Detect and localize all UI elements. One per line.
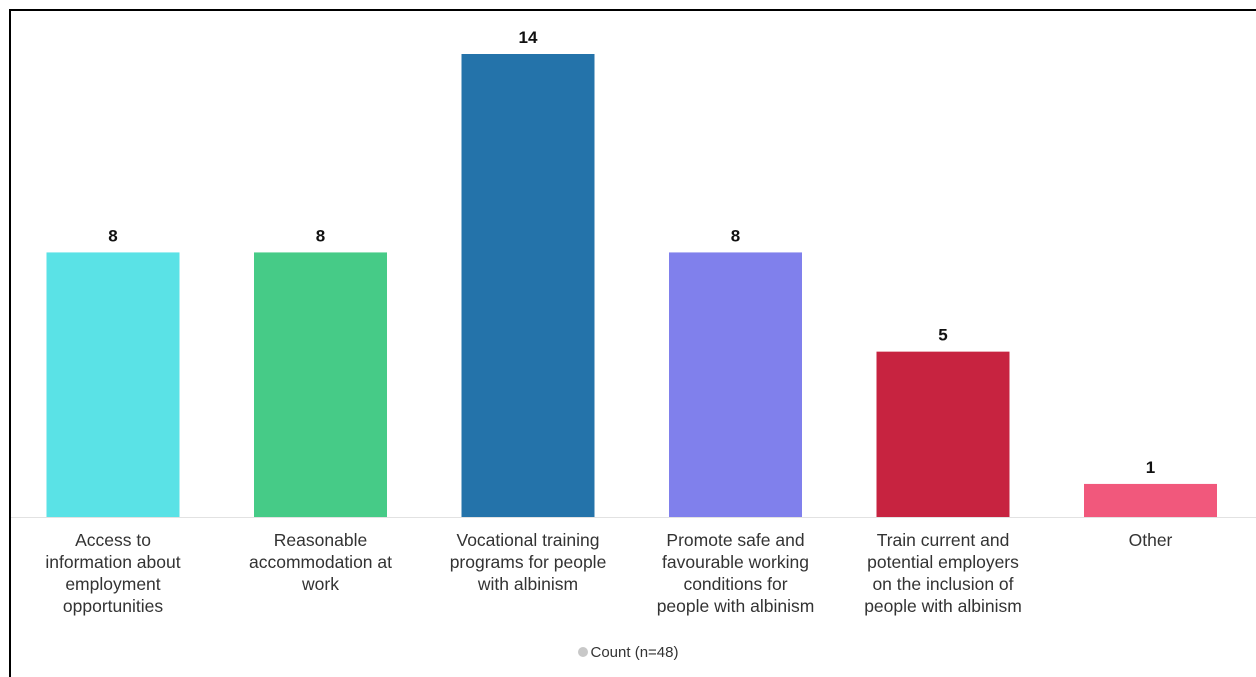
- bar: [669, 252, 802, 517]
- data-label: 1: [1146, 458, 1155, 477]
- category-label-line: conditions for: [683, 574, 788, 594]
- bar: [1084, 483, 1217, 517]
- bar: [254, 252, 387, 517]
- category-label: Access to information about employment oppo…: [13, 529, 213, 617]
- data-label: 14: [519, 28, 538, 47]
- bar: [46, 252, 180, 517]
- category-label-line: work: [302, 574, 339, 594]
- data-label: 5: [938, 326, 947, 345]
- category-label-line: programs for people: [449, 552, 607, 572]
- legend-label: Count (n=48): [590, 644, 679, 661]
- category-label-line: opportunities: [62, 596, 164, 616]
- category-label-line: Vocational training: [456, 530, 600, 550]
- category-label-line: Reasonable: [273, 530, 368, 550]
- category-label-line: accommodation at: [249, 552, 392, 572]
- category-label-line: people with albinism: [864, 596, 1022, 616]
- category-label: Vocational training programs for people wi…: [428, 529, 628, 595]
- category-label: Train current and potential employers on t…: [843, 529, 1043, 617]
- bar: [876, 351, 1010, 517]
- category-label-line: employment: [65, 574, 161, 594]
- legend-marker: [577, 647, 588, 657]
- data-label: 8: [108, 226, 117, 245]
- data-label: 8: [316, 226, 325, 245]
- category-label-line: Train current and: [876, 530, 1010, 550]
- category-label-line: Access to: [75, 530, 151, 550]
- category-label-line: potential employers: [867, 552, 1019, 572]
- category-label-line: Promote safe and: [666, 530, 805, 550]
- category-label: Promote safe and favourable working condit…: [636, 529, 836, 617]
- category-label-line: information about: [45, 552, 181, 572]
- category-label-line: favourable working: [662, 552, 809, 572]
- category-label: Reasonable accommodation at work: [221, 529, 421, 595]
- category-label-line: on the inclusion of: [872, 574, 1014, 594]
- data-label: 8: [731, 226, 740, 245]
- chart-frame: [9, 9, 1256, 677]
- category-label-line: Other: [1128, 530, 1173, 550]
- category-label: Other: [1051, 529, 1251, 551]
- legend: Count (n=48): [0, 644, 1256, 661]
- category-label-line: people with albinism: [656, 596, 815, 616]
- bar: [461, 54, 595, 517]
- category-label-line: with albinism: [477, 574, 579, 594]
